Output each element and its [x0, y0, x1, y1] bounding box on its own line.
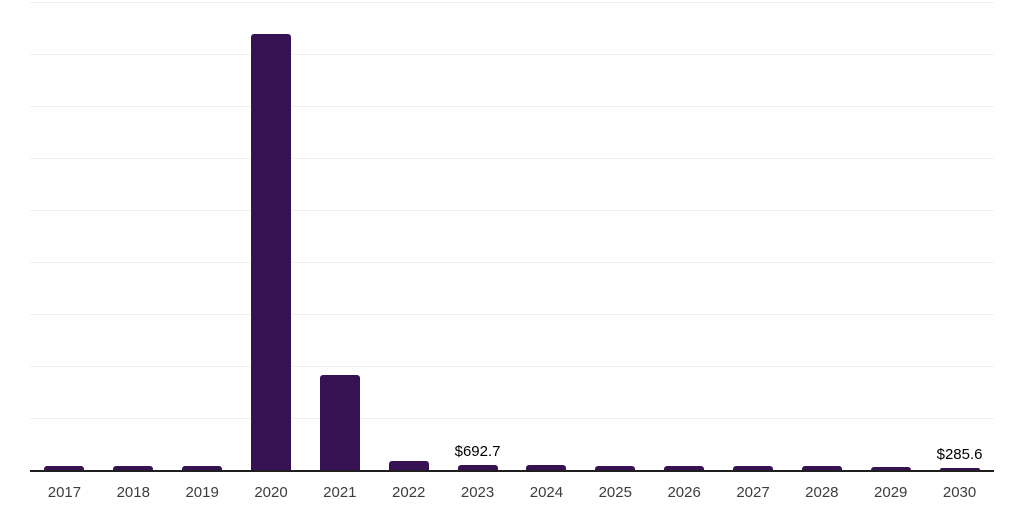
gridline — [30, 262, 994, 263]
gridline — [30, 158, 994, 159]
x-tick-label-2021: 2021 — [323, 484, 357, 501]
bar-2019[interactable] — [182, 466, 223, 470]
gridline — [30, 366, 994, 367]
x-tick-label-2028: 2028 — [805, 484, 839, 501]
x-tick-label-2020: 2020 — [254, 484, 288, 501]
x-tick-label-2027: 2027 — [736, 484, 770, 501]
x-tick-label-2022: 2022 — [392, 484, 426, 501]
bar-2025[interactable] — [595, 466, 636, 470]
x-tick-label-2018: 2018 — [116, 484, 150, 501]
x-tick-label-2029: 2029 — [874, 484, 908, 501]
gridline — [30, 106, 994, 107]
gridline — [30, 314, 994, 315]
bar-2021[interactable] — [319, 375, 360, 470]
x-axis-line — [30, 470, 994, 472]
x-tick-label-2030: 2030 — [942, 484, 977, 501]
gridline — [30, 54, 994, 55]
bar-2023[interactable] — [457, 465, 498, 470]
x-tick-label-2017: 2017 — [47, 484, 82, 501]
data-label-2030: $285.6 — [936, 446, 983, 463]
gridline — [30, 418, 994, 419]
bar-2030[interactable] — [939, 468, 980, 470]
x-tick-label-2023: 2023 — [460, 484, 495, 501]
bar-2029[interactable] — [870, 467, 911, 470]
x-tick-label-2025: 2025 — [598, 484, 632, 501]
bar-2028[interactable] — [801, 466, 842, 470]
data-label-2023: $692.7 — [454, 443, 501, 460]
bar-2017[interactable] — [44, 466, 85, 470]
x-tick-label-2024: 2024 — [529, 484, 564, 501]
bar-2026[interactable] — [664, 466, 705, 470]
gridline — [30, 210, 994, 211]
bar-2024[interactable] — [526, 465, 567, 470]
x-tick-label-2019: 2019 — [185, 484, 219, 501]
x-tick-label-2026: 2026 — [667, 484, 701, 501]
gridline — [30, 2, 994, 3]
bar-2020[interactable] — [251, 34, 291, 470]
bar-2027[interactable] — [733, 466, 773, 470]
bar-2018[interactable] — [113, 466, 154, 470]
bar-2022[interactable] — [388, 461, 429, 470]
